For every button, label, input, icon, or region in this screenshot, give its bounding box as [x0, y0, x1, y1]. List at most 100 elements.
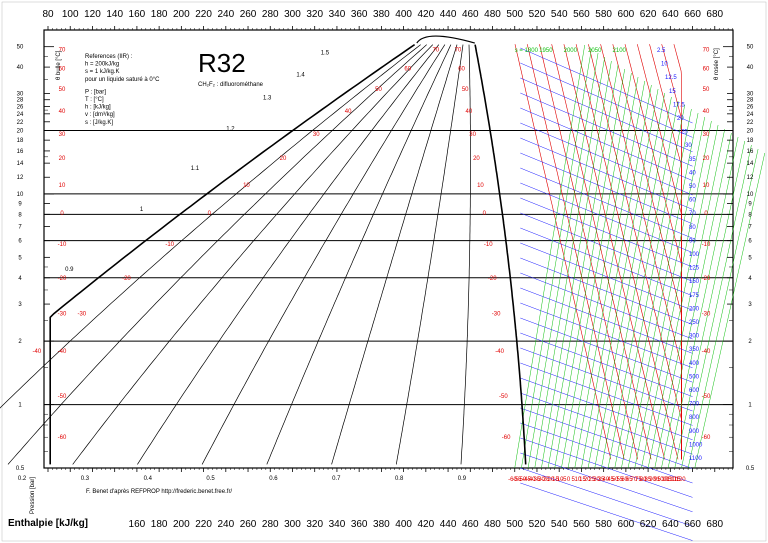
y-tick-label-left: 12: [17, 175, 24, 181]
isotherm-label: 100: [657, 477, 668, 483]
sat-temp-left: -20: [58, 276, 67, 282]
sat-temp-vapor: -40: [495, 349, 504, 355]
quality-label: 0.2: [18, 476, 27, 482]
x-tick-label-top: 260: [240, 9, 257, 20]
density-label: 300: [689, 334, 700, 340]
sat-temp-left: 40: [59, 109, 66, 115]
y-tick-label-left: 8: [18, 212, 22, 218]
y-tick-label-left: 50: [17, 45, 24, 51]
y-tick-label-left: 24: [17, 112, 24, 118]
isotherm-label: 80: [640, 477, 647, 483]
x-tick-label-top: 420: [417, 9, 434, 20]
x-tick-label-bottom: 360: [351, 519, 368, 530]
y-tick-label-left: 26: [17, 105, 24, 111]
isentrope-line: [647, 124, 719, 469]
density-label: 10: [661, 62, 668, 68]
sat-temp-left: -40: [58, 349, 67, 355]
isotherm-label: 70: [631, 477, 638, 483]
density-label: 900: [689, 429, 700, 435]
quality-label: 0.7: [332, 476, 341, 482]
isotherm-label: 115: [671, 477, 681, 483]
density-label: 20: [677, 116, 684, 122]
isochore-line: [520, 152, 693, 225]
sat-temp-right: 10: [703, 183, 710, 189]
density-label: 90: [689, 238, 696, 244]
entropy-label: 1.2: [226, 127, 235, 133]
x-tick-label-top: 100: [62, 9, 79, 20]
x-tick-label-bottom: 380: [373, 519, 390, 530]
y-tick-label-left: 1: [18, 403, 22, 409]
quality-label: 0.5: [206, 476, 215, 482]
isentrope-line: [581, 84, 652, 469]
isochore-line: [520, 302, 693, 369]
y-tick-label-right: 10: [747, 192, 754, 198]
x-tick-label-top: 340: [329, 9, 346, 20]
entropy-top-label: 1950: [539, 48, 553, 54]
x-tick-label-top: 320: [306, 9, 323, 20]
quality-label: 0.4: [144, 476, 153, 482]
legend-line: h : [kJ/kg]: [85, 105, 111, 111]
isotherm-line: [575, 44, 679, 460]
x-tick-label-top: 180: [151, 9, 168, 20]
x-tick-label-top: 540: [551, 9, 568, 20]
isentrope-line: [654, 128, 726, 469]
density-label: 25: [681, 130, 688, 136]
y-tick-label-left: 7: [18, 225, 22, 231]
isochore-line: [520, 242, 693, 311]
x-tick-label-bottom: 220: [195, 519, 212, 530]
isentrope-line: [694, 152, 766, 469]
vapor-saturation-curve: [474, 44, 527, 465]
isotherm-label: 105: [662, 477, 673, 483]
y-tick-label-right: 20: [747, 129, 754, 135]
sat-temp-liquid: -40: [33, 349, 42, 355]
liquid-saturation-curve: [49, 43, 416, 465]
x-tick-label-top: 480: [484, 9, 501, 20]
isotherm-label: 35: [598, 477, 605, 483]
sat-temp-left: 0: [60, 211, 64, 217]
sat-temp-vapor: 70: [455, 47, 462, 53]
y-tick-label-right: 16: [747, 149, 754, 155]
isentrope-line: [621, 108, 692, 469]
isentrope-line: [667, 136, 739, 469]
sat-temp-left: 60: [59, 67, 66, 73]
quality-line: [7, 44, 427, 465]
isotherm-label: 10: [575, 477, 582, 483]
isentrope-line: [641, 120, 712, 469]
isotherm-label: -60: [508, 477, 517, 483]
quality-line: [395, 44, 464, 465]
y-tick-label-right: 30: [747, 91, 754, 97]
isochore-line: [520, 182, 693, 253]
y-tick-label-right: 40: [747, 65, 754, 71]
density-label: 60: [689, 198, 696, 204]
isochore-line: [520, 422, 693, 484]
sat-temp-right: 0: [704, 211, 708, 217]
x-tick-label-top: 240: [217, 9, 234, 20]
x-tick-label-top: 500: [506, 9, 523, 20]
entropy-label: 1.1: [191, 166, 200, 172]
density-label: 2.5: [657, 48, 666, 54]
x-tick-label-top: 600: [618, 9, 635, 20]
sat-temp-right: -20: [702, 276, 711, 282]
x-tick-label-top: 220: [195, 9, 212, 20]
x-tick-label-bottom: 460: [462, 519, 479, 530]
isochore-line: [520, 377, 693, 441]
isotherm-label: 55: [617, 477, 624, 483]
y-tick-label-right: 28: [747, 98, 754, 104]
y-tick-label-right: 2: [748, 339, 752, 345]
x-tick-label-top: 440: [440, 9, 457, 20]
density-label: 350: [689, 347, 700, 353]
quality-line: [137, 44, 440, 465]
x-tick-label-top: 580: [595, 9, 612, 20]
isochore-line: [520, 212, 693, 282]
density-label: 200: [689, 306, 700, 312]
superheated-region-lines: [514, 44, 766, 541]
density-label: 15: [669, 89, 676, 95]
y-tick-label-left: 18: [17, 138, 24, 144]
x-tick-label-bottom: 160: [129, 519, 146, 530]
quality-label: 0.8: [395, 476, 404, 482]
legend-line: s = 1 kJ/kg.K: [85, 69, 120, 75]
isotherm-label: 0: [567, 477, 571, 483]
y-tick-label-left: 22: [17, 120, 24, 126]
